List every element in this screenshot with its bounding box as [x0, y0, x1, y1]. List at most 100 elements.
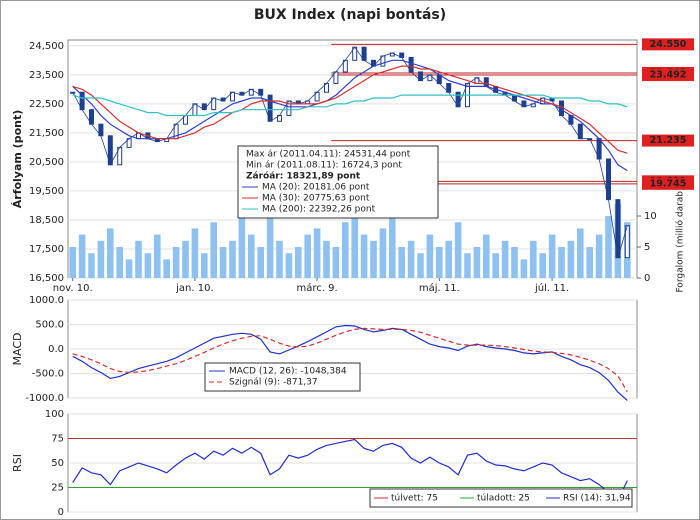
y-tick-label: 19,500 [29, 186, 64, 197]
candle [624, 225, 630, 259]
line [72, 438, 628, 502]
line [72, 327, 628, 393]
price-tag [642, 134, 694, 147]
y-tick-label: -500.0 [32, 369, 64, 380]
volume-bar [520, 259, 528, 278]
volume-bar [483, 234, 490, 278]
volume-bar [407, 240, 415, 278]
volume-bar [473, 247, 481, 278]
volume-bar [248, 234, 255, 278]
volume-bar [97, 240, 105, 278]
volume-bar [285, 253, 293, 278]
legend-label: MA (20): 20181,06 pont [262, 183, 370, 193]
volume-bar [501, 240, 509, 278]
legend-label: MACD (12, 26): -1048,384 [229, 367, 347, 377]
volume-bar [88, 253, 95, 278]
volume-bar [492, 253, 499, 278]
volume-bar [389, 197, 396, 278]
legend-label: MA (200): 22392,26 pont [262, 205, 376, 215]
y-axis-label: Árfolyam (pont) [11, 110, 24, 209]
x-tick-label: márc. 9. [297, 282, 338, 294]
legend-label: túladott: 25 [477, 494, 530, 504]
volume-bar [398, 247, 405, 278]
volume-bar [257, 247, 264, 278]
volume-bar [548, 234, 556, 278]
volume-bar [266, 209, 274, 278]
y2-tick-label: 5 [644, 242, 650, 253]
volume-bar [238, 216, 246, 278]
y-tick-label: 20,500 [29, 157, 64, 168]
volume-bar [445, 240, 452, 278]
y-tick-label: 21,500 [29, 128, 64, 139]
y-tick-label: 24,500 [29, 41, 64, 52]
y-tick-label: 18,500 [29, 215, 64, 226]
volume-bar [558, 247, 565, 278]
x-tick-label: júl. 11. [534, 282, 569, 294]
y2-axis-label: Forgalom (millió darab) [675, 187, 686, 292]
volume-bar [436, 247, 443, 278]
chart-title: BUX Index (napi bontás) [254, 7, 446, 23]
price-tag-label: 24.550 [650, 39, 687, 50]
volume-bar [567, 240, 575, 278]
price-tag [642, 177, 694, 190]
y-tick-label: -1000.0 [25, 393, 64, 404]
volume-bar [351, 203, 358, 278]
volume-bar [163, 259, 170, 278]
volume-bar [379, 228, 387, 278]
y-tick-label: 22,500 [29, 99, 64, 110]
volume-bar [511, 247, 518, 278]
legend-box [237, 145, 439, 219]
volume-bar [229, 240, 236, 278]
price-tag-label: 21.235 [650, 135, 687, 146]
y-tick-label: 16,500 [29, 273, 64, 284]
volume-bar [426, 234, 434, 278]
y-tick-label: 0.0 [48, 344, 64, 355]
volume-bar [295, 247, 302, 278]
volume-bar [539, 253, 546, 278]
y-axis-label: MACD [11, 333, 24, 366]
y-tick-label: 1000.0 [29, 295, 64, 306]
volume-bar [182, 240, 189, 278]
volume-bar [154, 234, 161, 278]
volume-bar [135, 240, 142, 278]
price-tag-label: 23.492 [650, 70, 687, 81]
y2-tick-label: 10 [644, 211, 657, 222]
y-tick-label: 23,500 [29, 70, 64, 81]
volume-bar [586, 247, 593, 278]
legend-box [369, 488, 633, 508]
price-tag [642, 38, 694, 51]
legend-label: Min ár (2011.08.11): 16724,3 pont [246, 161, 402, 171]
line [72, 94, 628, 117]
volume-bar [530, 240, 537, 278]
volume-bar [323, 240, 330, 278]
y2-tick-label: 0 [644, 273, 650, 284]
volume-bar [417, 253, 424, 278]
volume-bar [454, 222, 462, 278]
x-tick-label: máj. 11. [419, 282, 460, 294]
volume-bar [342, 222, 349, 278]
volume-bar [595, 234, 603, 278]
volume-bar [116, 247, 123, 278]
y-tick-label: 0 [58, 507, 64, 518]
volume-bar [69, 247, 76, 278]
y-tick-label: 100 [45, 409, 64, 420]
volume-bar [107, 228, 114, 278]
legend-label: MA (30): 20775,63 pont [262, 194, 370, 204]
legend-label: Max ár (2011.04.11): 24531,44 pont [246, 150, 411, 160]
y-tick-label: 17,500 [29, 244, 64, 255]
y-tick-label: 500.0 [35, 320, 64, 331]
y-tick-label: 50 [51, 458, 64, 469]
volume-bar [464, 253, 471, 278]
volume-bar [360, 234, 368, 278]
volume-bar [332, 247, 340, 278]
volume-bar [605, 216, 612, 278]
legend-label: Záróár: 18321,89 pont [246, 171, 361, 182]
volume-bar [201, 253, 208, 278]
volume-bar [144, 253, 152, 278]
volume-bar [219, 247, 227, 278]
legend-box [204, 362, 361, 392]
volume-bar [78, 234, 86, 278]
volume-bar [304, 234, 311, 278]
volume-bar [172, 247, 180, 278]
